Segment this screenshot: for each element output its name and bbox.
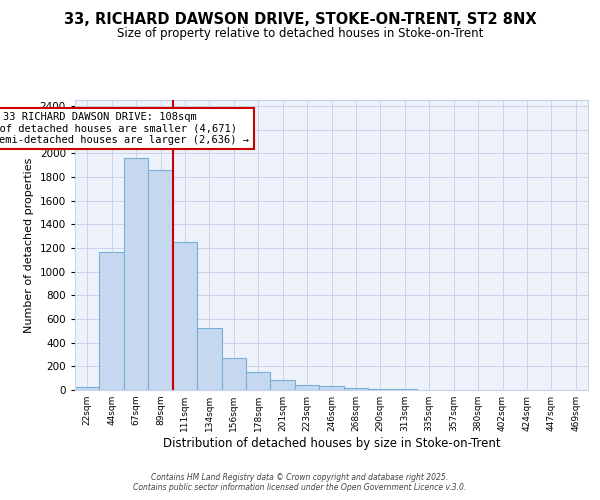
Bar: [100, 252, 124, 390]
Bar: [271, 380, 295, 390]
Bar: [75, 387, 100, 390]
Text: Contains HM Land Registry data © Crown copyright and database right 2025.
Contai: Contains HM Land Registry data © Crown c…: [133, 473, 467, 492]
Bar: [295, 384, 319, 390]
Text: Size of property relative to detached houses in Stoke-on-Trent: Size of property relative to detached ho…: [117, 28, 483, 40]
X-axis label: Distribution of detached houses by size in Stoke-on-Trent: Distribution of detached houses by size …: [163, 437, 500, 450]
Y-axis label: Number of detached properties: Number of detached properties: [24, 158, 34, 332]
Bar: [173, 242, 197, 390]
Bar: [148, 170, 173, 390]
Bar: [197, 328, 221, 390]
Text: 33 RICHARD DAWSON DRIVE: 108sqm
← 63% of detached houses are smaller (4,671)
36%: 33 RICHARD DAWSON DRIVE: 108sqm ← 63% of…: [0, 112, 250, 145]
Bar: [368, 389, 392, 390]
Bar: [344, 388, 368, 390]
Bar: [319, 386, 344, 390]
Bar: [124, 158, 148, 390]
Bar: [246, 372, 271, 390]
Bar: [221, 358, 246, 390]
Text: 33, RICHARD DAWSON DRIVE, STOKE-ON-TRENT, ST2 8NX: 33, RICHARD DAWSON DRIVE, STOKE-ON-TRENT…: [64, 12, 536, 28]
